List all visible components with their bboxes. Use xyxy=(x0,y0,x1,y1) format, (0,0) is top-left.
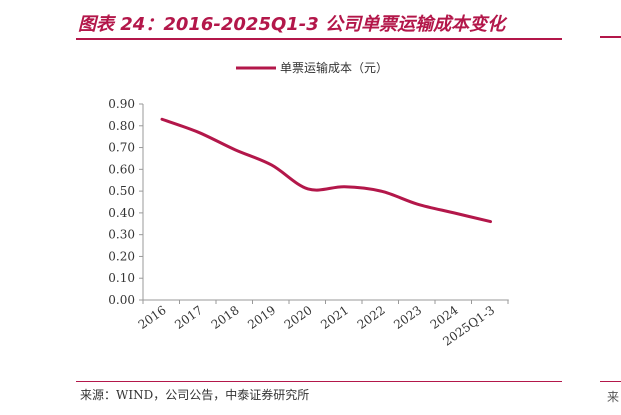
x-tick-label: 2020 xyxy=(282,303,315,332)
y-tick-label: 0.10 xyxy=(108,271,135,285)
neighbor-footer-rule xyxy=(600,381,621,382)
x-tick-label: 2021 xyxy=(318,303,351,332)
x-tick-label: 2017 xyxy=(172,303,205,332)
neighbor-source-fragment: 来 xyxy=(607,390,620,404)
neighbor-title-rule xyxy=(600,36,621,38)
y-tick-label: 0.60 xyxy=(108,162,135,176)
line-chart: 单票运输成本（元） 0.000.100.200.300.400.500.600.… xyxy=(108,60,509,349)
x-tick-label: 2018 xyxy=(209,303,242,332)
source-note: 来源：WIND，公司公告，中泰证券研究所 xyxy=(80,388,310,402)
x-tick-label: 2023 xyxy=(391,303,424,332)
y-tick-label: 0.80 xyxy=(108,119,135,133)
x-tick-label: 2016 xyxy=(136,303,169,332)
y-tick-label: 0.90 xyxy=(108,97,135,111)
y-tick-label: 0.40 xyxy=(108,206,135,220)
y-tick-label: 0.00 xyxy=(108,293,135,307)
y-tick-label: 0.20 xyxy=(108,249,135,263)
y-tick-label: 0.50 xyxy=(108,184,135,198)
legend-label: 单票运输成本（元） xyxy=(280,60,388,75)
x-tick-label: 2022 xyxy=(355,303,388,332)
x-tick-label: 2019 xyxy=(245,303,278,332)
y-tick-label: 0.70 xyxy=(108,141,135,155)
figure-title: 图表 24：2016-2025Q1-3 公司单票运输成本变化 xyxy=(78,14,506,35)
y-tick-label: 0.30 xyxy=(108,228,135,242)
title-bar: 图表 24：2016-2025Q1-3 公司单票运输成本变化 xyxy=(76,6,562,40)
legend: 单票运输成本（元） xyxy=(236,60,388,75)
footer-rule xyxy=(76,381,562,382)
series-layer xyxy=(160,117,492,224)
x-axis: 2016 2017 2018 2019 2020 2021 2022 2023 20242025… xyxy=(136,299,509,349)
series-line xyxy=(160,117,492,224)
y-axis: 0.00 0.10 0.20 0.30 0.40 0.50 0.60 0.70 0.80 0.90 xyxy=(108,97,144,307)
